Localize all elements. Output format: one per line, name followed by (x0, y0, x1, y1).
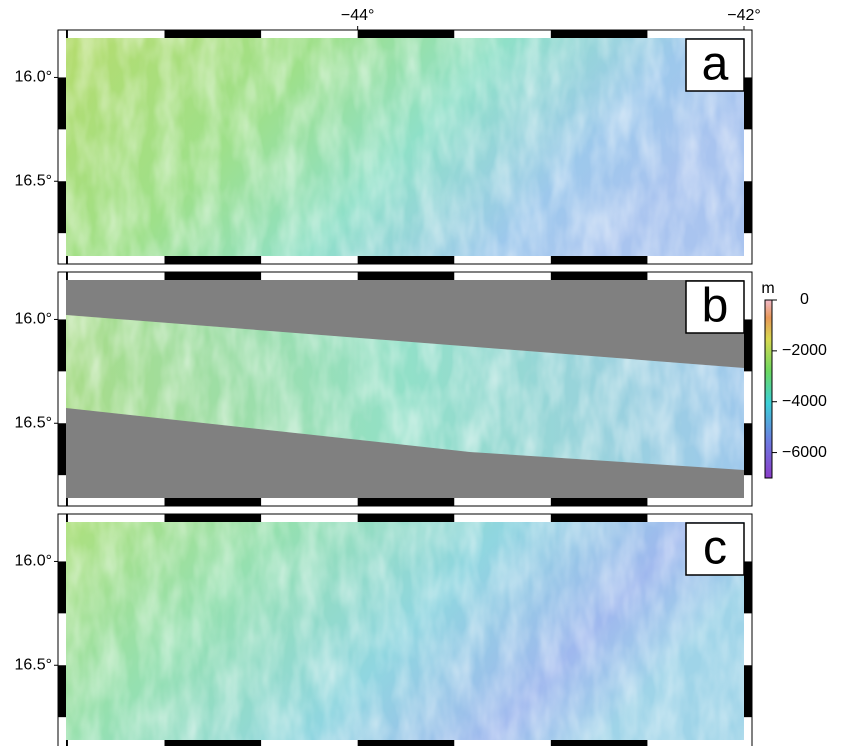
frame-segment (744, 423, 752, 475)
frame-segment (165, 498, 262, 506)
frame-segment (58, 423, 66, 475)
frame-segment (66, 498, 68, 506)
colorbar-unit: m (761, 280, 774, 297)
y-tick-label: 16.0° (14, 553, 52, 570)
frame-segment (551, 740, 648, 746)
frame-segment (358, 514, 455, 522)
panel-label: b (702, 280, 729, 333)
frame-segment (744, 77, 752, 129)
frame-segment (66, 256, 68, 264)
frame-segment (66, 30, 68, 38)
frame-segment (551, 256, 648, 264)
frame-segment (165, 740, 262, 746)
frame-segment (58, 561, 66, 613)
frame-segment (58, 319, 66, 371)
frame-segment (551, 30, 648, 38)
frame-segment (358, 272, 455, 280)
colorbar-tick-label: −6000 (782, 444, 827, 461)
frame-segment (165, 272, 262, 280)
frame-segment (165, 30, 262, 38)
x-tick-label: −44° (341, 7, 375, 24)
frame-segment (744, 665, 752, 717)
y-tick-label: 16.0° (14, 69, 52, 86)
y-tick-label: 16.5° (14, 172, 52, 189)
frame-segment (66, 514, 68, 522)
frame-segment (551, 272, 648, 280)
frame-segment (744, 181, 752, 233)
y-tick-label: 16.0° (14, 311, 52, 328)
y-tick-label: 16.5° (14, 414, 52, 431)
colorbar-tick-label: 0 (800, 291, 809, 308)
frame-segment (165, 514, 262, 522)
frame-segment (744, 561, 752, 613)
frame-segment (744, 319, 752, 371)
frame-segment (358, 498, 455, 506)
colorbar (765, 300, 772, 478)
colorbar-tick-label: −2000 (782, 342, 827, 359)
frame-segment (358, 30, 455, 38)
frame-segment (358, 740, 455, 746)
x-tick-label: −42° (727, 7, 761, 24)
figure: a 16.0° 16.5° b 16.0° 16.5° c 16.0° 16.5° −44° −42… (0, 0, 849, 746)
colorbar-tick-label: −4000 (782, 393, 827, 410)
frame-segment (165, 256, 262, 264)
panel-label: a (702, 38, 729, 91)
hillshade (66, 522, 744, 740)
frame-segment (58, 665, 66, 717)
frame-segment (551, 498, 648, 506)
panel-label: c (703, 522, 727, 575)
y-tick-label: 16.5° (14, 656, 52, 673)
hillshade (66, 38, 744, 256)
frame-segment (66, 272, 68, 280)
frame-segment (358, 256, 455, 264)
frame-segment (551, 514, 648, 522)
frame-segment (66, 740, 68, 746)
frame-segment (58, 77, 66, 129)
frame-segment (58, 181, 66, 233)
